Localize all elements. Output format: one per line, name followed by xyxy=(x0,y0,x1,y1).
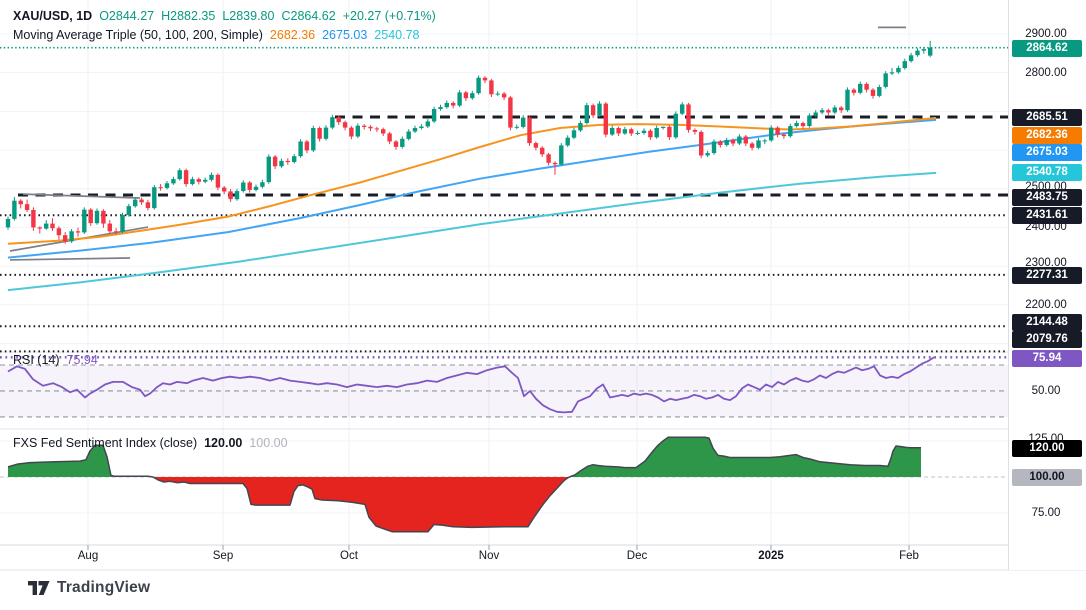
price-axis-badge: 2685.51 xyxy=(1012,108,1082,126)
price-axis-badge: 120.00 xyxy=(1012,439,1082,457)
symbol-legend-row[interactable]: XAU/USD, 1D O2844.27 H2882.35 L2839.80 C… xyxy=(13,6,436,25)
price-axis-badge: 2144.48 xyxy=(1012,313,1082,331)
price-axis-badge: 2540.78 xyxy=(1012,163,1082,181)
price-axis-label: 2800.00 xyxy=(1025,67,1067,79)
time-axis-label: Feb xyxy=(899,550,919,562)
time-axis-label: Dec xyxy=(626,550,648,562)
price-axis-label: 2900.00 xyxy=(1025,28,1067,40)
sentiment-legend-row[interactable]: FXS Fed Sentiment Index (close) 120.00 1… xyxy=(13,433,288,452)
price-axis-label: 2400.00 xyxy=(1025,221,1067,233)
time-axis-label: Nov xyxy=(478,550,500,562)
price-axis-badge: 2079.76 xyxy=(1012,330,1082,348)
ma50-value: 2682.36 xyxy=(269,27,316,42)
price-axis-badge: 2682.36 xyxy=(1012,126,1082,144)
sentiment-baseline-value: 100.00 xyxy=(249,435,288,450)
ma-indicator-label: Moving Average Triple (50, 100, 200, Sim… xyxy=(13,27,263,42)
time-axis-label: Oct xyxy=(340,550,358,562)
price-axis[interactable]: 2900.00 2800.00 2500.00 2400.00 2300.00 2200.… xyxy=(1008,0,1086,570)
price-axis-badge: 75.94 xyxy=(1012,349,1082,367)
ohlc-open: O2844.27 xyxy=(99,8,155,23)
ma-legend-row[interactable]: Moving Average Triple (50, 100, 200, Sim… xyxy=(13,25,436,44)
rsi-indicator-label: RSI (14) xyxy=(13,352,60,367)
price-change: +20.27 (+0.71%) xyxy=(342,8,436,23)
ohlc-close: C2864.62 xyxy=(281,8,336,23)
rsi-legend-row[interactable]: RSI (14) 75.94 xyxy=(13,350,98,369)
tradingview-watermark[interactable]: TradingView xyxy=(28,579,150,597)
tradingview-watermark-label: TradingView xyxy=(57,579,151,596)
ohlc-high: H2882.35 xyxy=(161,8,216,23)
price-axis-label: 50.00 xyxy=(1031,385,1061,397)
price-axis-badge: 2277.31 xyxy=(1012,266,1082,284)
price-axis-badge: 2483.75 xyxy=(1012,188,1082,206)
ohlc-low: L2839.80 xyxy=(222,8,275,23)
time-axis-label: Sep xyxy=(212,550,234,562)
ma200-value: 2540.78 xyxy=(374,27,420,42)
price-axis-badge: 2675.03 xyxy=(1012,143,1082,161)
time-axis-label: 2025 xyxy=(758,550,784,562)
price-axis-label: 75.00 xyxy=(1031,507,1061,519)
price-axis-label: 2300.00 xyxy=(1025,257,1067,269)
chart-legend: XAU/USD, 1D O2844.27 H2882.35 L2839.80 C… xyxy=(13,6,436,44)
price-axis-badge: 100.00 xyxy=(1012,468,1082,486)
price-axis-badge: 2864.62 xyxy=(1012,39,1082,57)
sentiment-indicator-label: FXS Fed Sentiment Index (close) xyxy=(13,435,198,450)
price-axis-label: 2200.00 xyxy=(1025,299,1067,311)
price-axis-badge: 2431.61 xyxy=(1012,206,1082,224)
rsi-value: 75.94 xyxy=(66,352,98,367)
time-axis-label: Aug xyxy=(77,550,99,562)
sentiment-value: 120.00 xyxy=(204,435,243,450)
symbol-title: XAU/USD, 1D xyxy=(13,8,93,23)
tradingview-logo-icon xyxy=(28,580,50,595)
ma100-value: 2675.03 xyxy=(322,27,368,42)
time-axis[interactable]: Aug Sep Oct Nov Dec 2025 Feb xyxy=(0,546,1086,570)
